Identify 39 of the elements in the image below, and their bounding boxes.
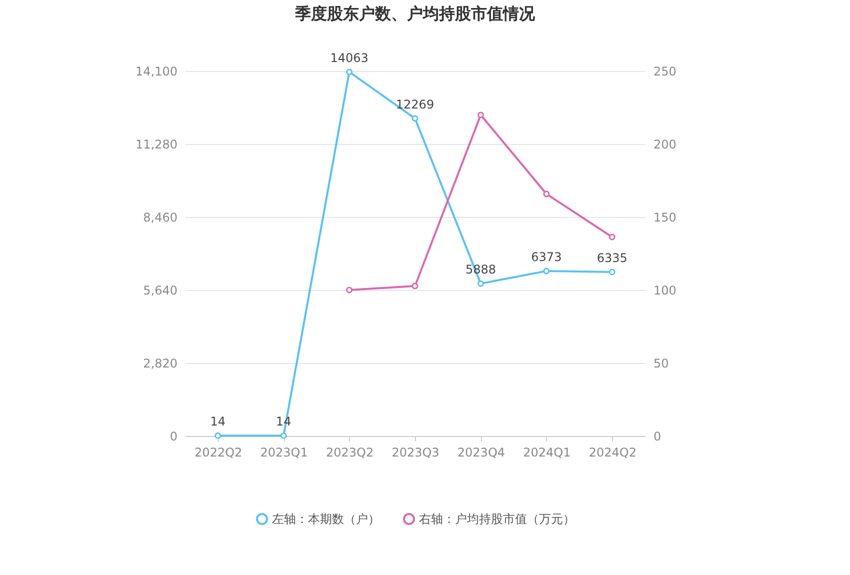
point xyxy=(608,234,616,240)
point xyxy=(346,68,353,76)
data-label: 6373 xyxy=(531,250,562,264)
y-tick-label: 8,460 xyxy=(143,210,178,224)
x-tick-label: 2024Q1 xyxy=(523,446,571,460)
y2-tick-label: 150 xyxy=(654,210,676,224)
data-label: 12269 xyxy=(396,97,434,112)
data-label: 14063 xyxy=(330,50,368,65)
y2-tick-label: 200 xyxy=(654,138,676,152)
x-tick-label: 2024Q2 xyxy=(588,446,636,460)
y-tick-label: 5,640 xyxy=(143,284,178,298)
x-tick-label: 2023Q4 xyxy=(457,446,506,460)
y2-tick-label: 100 xyxy=(654,284,676,298)
y-tick-label: 0 xyxy=(170,430,178,444)
y2-tick-label: 50 xyxy=(654,356,669,370)
point xyxy=(543,190,550,198)
point xyxy=(477,112,484,118)
y-tick-label: 11,280 xyxy=(136,138,178,152)
y-tick-label: 2,820 xyxy=(143,356,178,370)
x-tick-label: 2023Q1 xyxy=(260,446,308,460)
x-tick-label: 2022Q2 xyxy=(194,446,242,460)
point xyxy=(543,268,550,274)
point xyxy=(412,282,418,290)
y2-tick-label: 250 xyxy=(654,64,676,78)
data-label: 6335 xyxy=(596,251,628,266)
y-tick-label: 14,100 xyxy=(136,64,178,78)
point xyxy=(608,268,616,276)
point xyxy=(214,432,222,439)
x-tick-label: 2023Q2 xyxy=(326,446,374,460)
legend-label: 右轴：户均持股市值（万元） xyxy=(419,512,575,526)
point xyxy=(412,115,418,122)
point xyxy=(280,432,287,439)
legend-label: 左轴：本期数（户） xyxy=(272,512,380,526)
y2-tick-label: 0 xyxy=(654,430,662,444)
data-label: 14 xyxy=(210,414,226,429)
point xyxy=(477,280,484,287)
x-tick-label: 2023Q3 xyxy=(392,446,440,460)
chart-title: 季度股东户数、户均持股市值情况 xyxy=(294,4,536,23)
point xyxy=(346,286,353,294)
